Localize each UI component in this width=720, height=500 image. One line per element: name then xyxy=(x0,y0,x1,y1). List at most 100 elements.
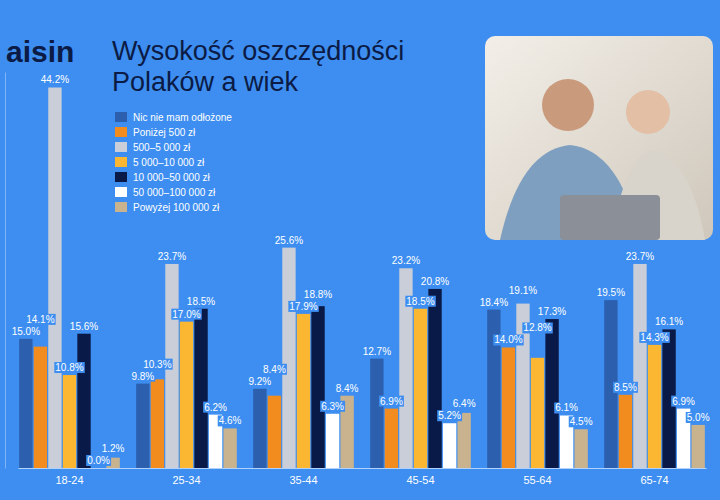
bar xyxy=(194,309,207,468)
label-patch xyxy=(171,309,201,320)
data-label: 18.4% xyxy=(480,297,508,308)
legend-swatch xyxy=(115,202,127,212)
bar xyxy=(223,428,236,468)
data-label-group: 18.5% xyxy=(186,296,216,307)
legend-swatch xyxy=(115,142,127,152)
data-label: 8.4% xyxy=(263,364,286,375)
data-label-group: 10.8% xyxy=(54,362,84,373)
legend-label: Powyżej 100 000 zł xyxy=(133,202,220,213)
photo-figure xyxy=(626,90,670,134)
label-patch xyxy=(86,455,111,466)
legend: Nic nie mam odłożone Poniżej 500 zł 500–5 … xyxy=(115,112,232,213)
x-tick: 35-44 xyxy=(289,474,317,486)
label-patch xyxy=(157,251,187,262)
data-label: 9.8% xyxy=(131,371,154,382)
label-patch xyxy=(142,359,172,370)
data-label-group: 8.5% xyxy=(613,382,638,393)
label-patch xyxy=(479,297,509,308)
photo-figure xyxy=(542,79,594,131)
bar xyxy=(92,468,105,469)
bar xyxy=(443,423,456,468)
photo-laptop xyxy=(560,195,660,240)
x-tick: 55-64 xyxy=(523,474,551,486)
label-patch xyxy=(625,251,655,262)
bar xyxy=(633,264,646,468)
data-label-group: 14.3% xyxy=(639,332,669,343)
x-tick-label: 65-74 xyxy=(640,474,668,486)
data-label: 1.2% xyxy=(102,443,125,454)
legend-item: Nic nie mam odłożone xyxy=(115,112,232,123)
bar xyxy=(531,358,544,468)
label-patch xyxy=(218,415,243,426)
label-patch xyxy=(262,364,287,375)
x-axis-line xyxy=(19,468,707,469)
bar xyxy=(326,414,339,468)
data-label: 6.9% xyxy=(380,396,403,407)
legend-swatch xyxy=(115,112,127,122)
data-label-group: 8.4% xyxy=(335,383,360,394)
legend-label: 500–5 000 zł xyxy=(133,142,191,153)
legend-item: 500–5 000 zł xyxy=(115,142,191,153)
x-tick: 25-34 xyxy=(172,474,200,486)
legend-label: 5 000–10 000 zł xyxy=(133,157,205,168)
bar xyxy=(19,339,32,468)
data-label-group: 18.8% xyxy=(303,289,333,300)
data-label: 18.5% xyxy=(406,296,434,307)
label-patch xyxy=(613,382,638,393)
label-patch xyxy=(335,383,360,394)
bar xyxy=(63,375,76,468)
label-patch xyxy=(596,287,626,298)
x-tick-label: 45-54 xyxy=(406,474,434,486)
bar xyxy=(151,379,164,468)
data-label: 6.9% xyxy=(672,396,695,407)
legend-label: 10 000–50 000 zł xyxy=(133,172,211,183)
label-patch xyxy=(405,296,435,307)
bar xyxy=(414,309,427,468)
bar xyxy=(48,87,61,468)
data-label: 23.2% xyxy=(392,255,420,266)
bar xyxy=(502,347,515,468)
label-patch xyxy=(554,402,579,413)
label-patch xyxy=(654,316,684,327)
data-label-group: 6.4% xyxy=(452,398,477,409)
data-label-group: 23.7% xyxy=(157,251,187,262)
bar xyxy=(370,359,383,468)
label-patch xyxy=(420,276,450,287)
legend-item: 50 000–100 000 zł xyxy=(115,187,216,198)
data-label-group: 6.9% xyxy=(379,396,404,407)
label-patch xyxy=(437,410,462,421)
label-patch xyxy=(537,306,567,317)
data-label-group: 19.5% xyxy=(596,287,626,298)
label-patch xyxy=(288,301,318,312)
data-label: 17.3% xyxy=(538,306,566,317)
label-patch xyxy=(203,402,228,413)
data-label-group: 6.3% xyxy=(320,401,345,412)
photo-frame xyxy=(485,36,713,240)
label-patch xyxy=(54,362,84,373)
label-patch xyxy=(379,396,404,407)
legend-item: Poniżej 500 zł xyxy=(115,127,196,138)
data-label: 19.1% xyxy=(509,285,537,296)
legend-item: 10 000–50 000 zł xyxy=(115,172,211,183)
data-label-group: 23.7% xyxy=(625,251,655,262)
title-line: Wysokość oszczędności xyxy=(112,36,404,66)
label-patch xyxy=(274,235,304,246)
x-tick: 18-24 xyxy=(55,474,83,486)
label-patch xyxy=(25,314,55,325)
data-label: 10.8% xyxy=(55,362,83,373)
data-label: 4.5% xyxy=(570,416,593,427)
data-label: 17.0% xyxy=(172,309,200,320)
y-axis-line xyxy=(5,73,6,469)
legend-item: Powyżej 100 000 zł xyxy=(115,202,220,213)
bar xyxy=(77,334,90,468)
label-patch xyxy=(303,289,333,300)
data-label-group: 12.7% xyxy=(362,346,392,357)
legend-swatch xyxy=(115,157,127,167)
label-patch xyxy=(686,412,711,423)
legend-swatch xyxy=(115,187,127,197)
bar xyxy=(619,395,632,468)
data-label-group: 10.3% xyxy=(142,359,172,370)
bar xyxy=(574,429,587,468)
photo xyxy=(485,36,713,240)
data-label: 20.8% xyxy=(421,276,449,287)
